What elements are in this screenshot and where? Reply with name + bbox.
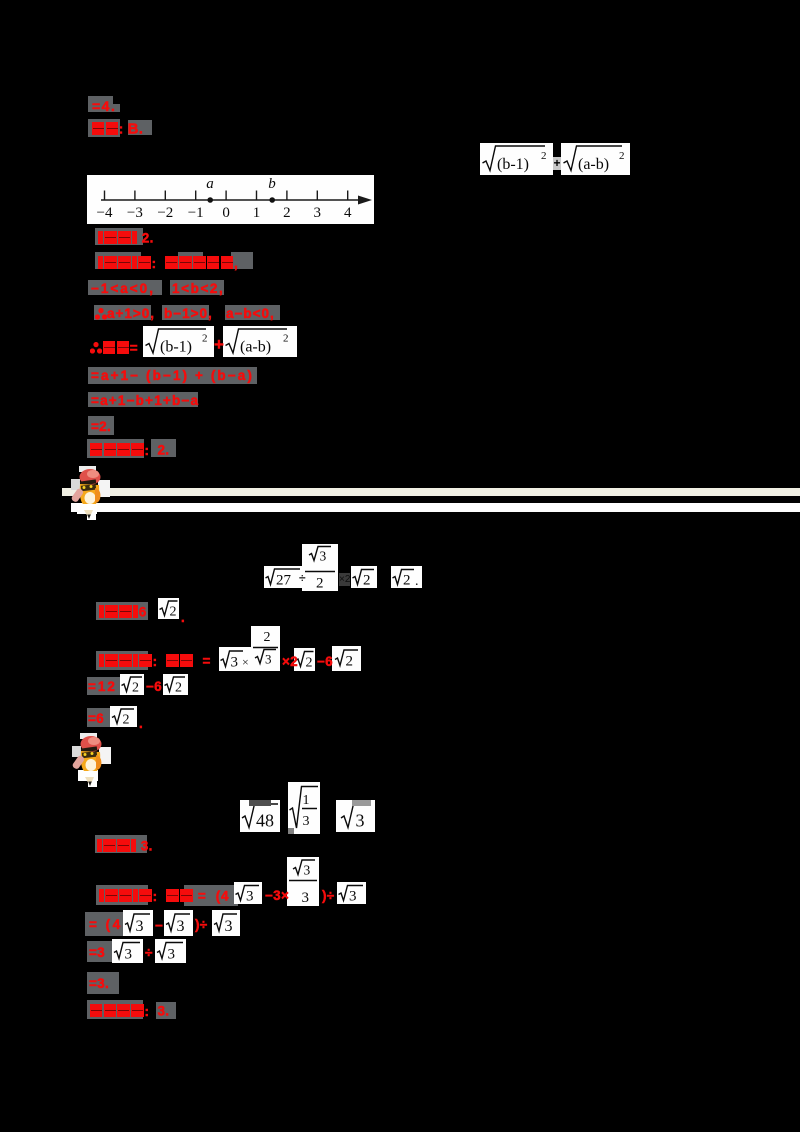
svg-text:2: 2: [306, 656, 313, 671]
svg-text:3: 3: [225, 918, 233, 935]
svg-text:2: 2: [132, 681, 139, 696]
svg-text:3: 3: [304, 863, 311, 878]
svg-text:.: .: [415, 574, 419, 588]
svg-text:2: 2: [619, 150, 625, 162]
svg-text:(b-1): (b-1): [160, 339, 192, 356]
svg-text:3: 3: [136, 918, 144, 935]
svg-text:3: 3: [314, 205, 322, 221]
svg-text:2: 2: [541, 150, 547, 162]
svg-text:−2: −2: [157, 205, 173, 221]
svg-text:×: ×: [242, 655, 249, 669]
svg-text:0: 0: [222, 205, 230, 221]
svg-text:1: 1: [253, 205, 261, 221]
svg-text:3: 3: [356, 811, 365, 831]
svg-text:3: 3: [246, 889, 254, 905]
svg-text:2: 2: [403, 573, 411, 589]
svg-text:2: 2: [283, 333, 289, 345]
svg-text:2: 2: [202, 333, 208, 345]
svg-text:b: b: [268, 176, 276, 192]
svg-text:2: 2: [346, 654, 354, 670]
svg-text:−1: −1: [188, 205, 204, 221]
svg-text:−3: −3: [127, 205, 143, 221]
svg-text:2: 2: [175, 681, 182, 696]
svg-text:(a-b): (a-b): [240, 339, 271, 356]
svg-text:27: 27: [276, 573, 292, 589]
svg-text:2: 2: [123, 713, 130, 728]
svg-text:3: 3: [303, 814, 310, 829]
svg-text:48: 48: [256, 811, 274, 831]
svg-text:2: 2: [170, 605, 177, 620]
svg-text:2: 2: [316, 576, 324, 592]
svg-text:(b-1): (b-1): [497, 156, 529, 173]
svg-text:(a-b): (a-b): [578, 156, 609, 173]
svg-text:1: 1: [303, 793, 310, 808]
svg-text:2: 2: [363, 573, 371, 589]
svg-text:2: 2: [264, 630, 271, 645]
svg-text:3: 3: [168, 947, 176, 963]
svg-text:3: 3: [231, 655, 239, 671]
svg-text:3: 3: [320, 549, 327, 564]
svg-text:3: 3: [302, 890, 310, 906]
svg-text:3: 3: [125, 947, 133, 963]
svg-text:2: 2: [283, 205, 291, 221]
svg-text:3: 3: [265, 652, 272, 667]
svg-text:4: 4: [344, 205, 352, 221]
svg-text:3: 3: [177, 918, 185, 935]
svg-text:3: 3: [349, 889, 357, 905]
svg-text:a: a: [206, 176, 214, 192]
svg-text:−4: −4: [97, 205, 113, 221]
